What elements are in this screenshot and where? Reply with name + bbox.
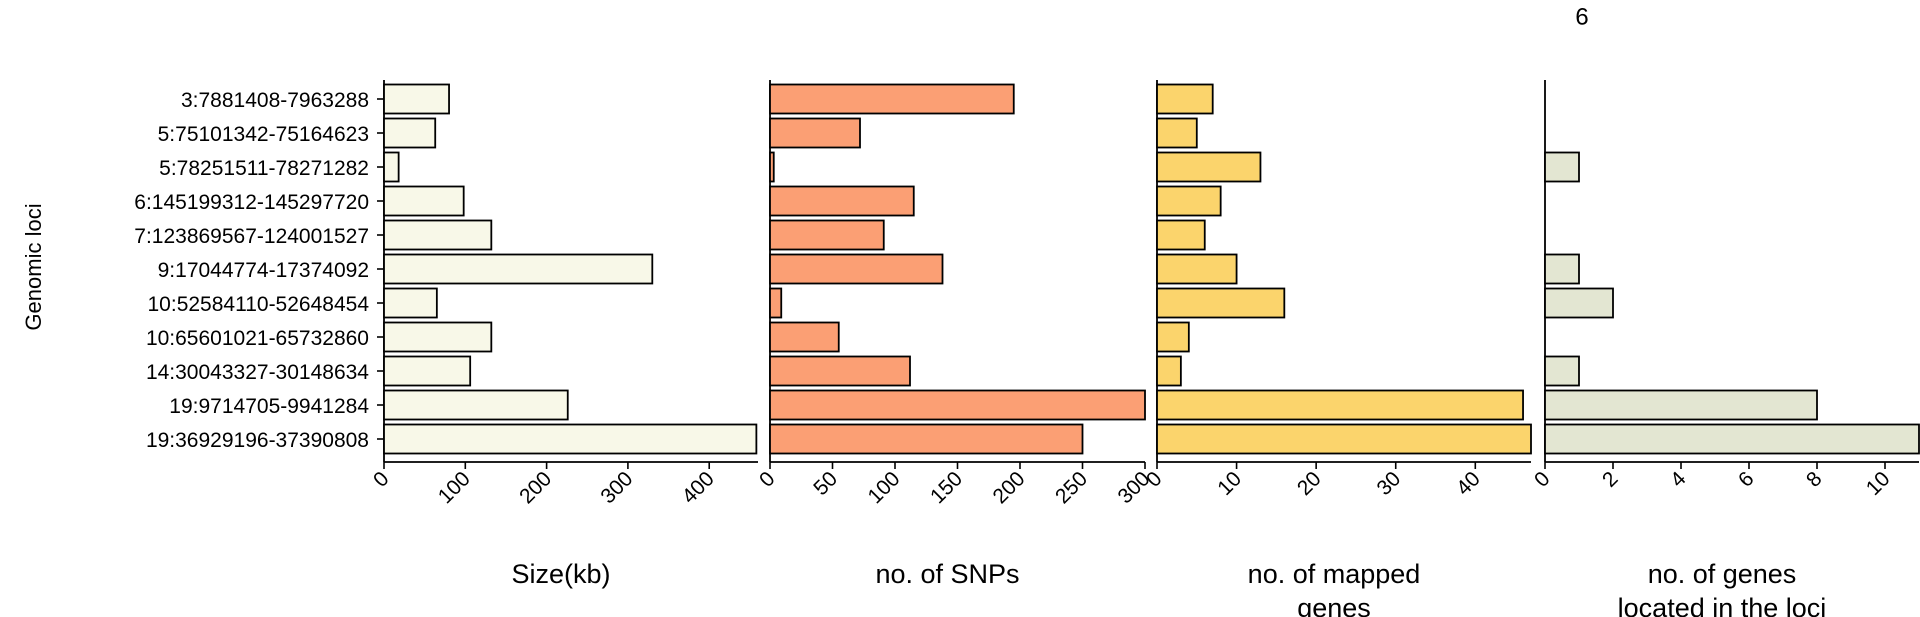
bar <box>1544 389 1818 421</box>
bar <box>383 185 465 217</box>
bar <box>1156 117 1198 149</box>
bar <box>1156 321 1190 353</box>
bar <box>383 83 450 115</box>
locus-labels: 3:7881408-7963288 5:75101342-75164623 5:78… <box>134 89 384 452</box>
bar <box>1156 253 1238 285</box>
bar <box>1544 355 1580 387</box>
x-axis-title: Size(kb) <box>511 559 610 589</box>
y-axis-title: Genomic loci <box>21 203 46 330</box>
locus-label: 14:30043327-30148634 <box>146 361 369 384</box>
locus-label: 5:75101342-75164623 <box>158 123 369 146</box>
x-tick-label: 10 <box>1862 467 1895 500</box>
locus-label: 10:65601021-65732860 <box>146 327 369 350</box>
x-tick-label: 50 <box>809 467 842 500</box>
x-tick-label: 20 <box>1293 467 1326 500</box>
x-axis-title: no. of genes located in the loci <box>1618 559 1827 617</box>
x-tick-label: 0 <box>369 467 394 492</box>
bar <box>769 423 1084 455</box>
bar <box>1544 151 1580 183</box>
x-tick-label: 2 <box>1598 467 1623 492</box>
x-tick-label: 150 <box>926 467 967 508</box>
locus-label: 3:7881408-7963288 <box>181 89 369 112</box>
x-tick-label: 100 <box>863 467 904 508</box>
bar <box>1156 389 1524 421</box>
x-axis-title: no. of SNPs <box>875 559 1019 589</box>
locus-label: 10:52584110-52648454 <box>148 293 370 316</box>
x-tick-label: 4 <box>1666 467 1691 492</box>
bar <box>769 253 944 285</box>
bar <box>769 389 1146 421</box>
bar <box>1156 219 1206 251</box>
locus-label: 19:36929196-37390808 <box>146 429 369 452</box>
bar <box>383 287 438 319</box>
bar <box>769 321 840 353</box>
x-tick-label: 100 <box>434 467 475 508</box>
x-tick-label: 40 <box>1452 467 1485 500</box>
x-tick-label: 200 <box>988 467 1029 508</box>
locus-label: 6:145199312-145297720 <box>134 191 369 214</box>
bar <box>1156 287 1286 319</box>
x-tick-label: 0 <box>1530 467 1555 492</box>
bar <box>769 151 775 183</box>
bar <box>1544 287 1614 319</box>
x-tick-label: 8 <box>1802 467 1827 492</box>
bar <box>769 219 885 251</box>
bar <box>383 321 493 353</box>
bar <box>1156 185 1222 217</box>
locus-label: 9:17044774-17374092 <box>158 259 369 282</box>
bar <box>383 389 569 421</box>
bar <box>1156 423 1532 455</box>
bar <box>1156 151 1262 183</box>
bar <box>769 287 783 319</box>
locus-label: 5:78251511-78271282 <box>159 157 369 180</box>
bar <box>383 355 472 387</box>
x-tick-label: 250 <box>1051 467 1092 508</box>
x-tick-label: 10 <box>1213 467 1246 500</box>
top-glyph: 9 <box>1575 2 1588 29</box>
bar <box>383 219 493 251</box>
x-tick-label: 300 <box>596 467 637 508</box>
bar <box>1156 83 1214 115</box>
panel-1: 0 100 200 300 400 Size(kb) <box>369 80 758 589</box>
x-tick-label: 200 <box>515 467 556 508</box>
bar <box>1156 355 1182 387</box>
locus-label: 7:123869567-124001527 <box>134 225 369 248</box>
bar <box>383 151 400 183</box>
bar <box>383 117 437 149</box>
bar <box>769 355 911 387</box>
bar <box>769 117 861 149</box>
bar <box>1544 423 1920 455</box>
x-tick-label: 6 <box>1734 467 1759 492</box>
x-tick-label: 30 <box>1372 467 1405 500</box>
bar <box>769 83 1015 115</box>
bar <box>769 185 915 217</box>
panel-4: 0 2 4 6 8 10 no. of genes located in the loci <box>1530 80 1920 617</box>
bar <box>383 253 654 285</box>
bar <box>383 423 758 455</box>
bar <box>1544 253 1580 285</box>
locus-label: 19:9714705-9941284 <box>169 395 369 418</box>
x-tick-label: 0 <box>755 467 780 492</box>
x-tick-label: 400 <box>678 467 719 508</box>
x-axis-title: no. of mapped genes <box>1248 559 1421 617</box>
